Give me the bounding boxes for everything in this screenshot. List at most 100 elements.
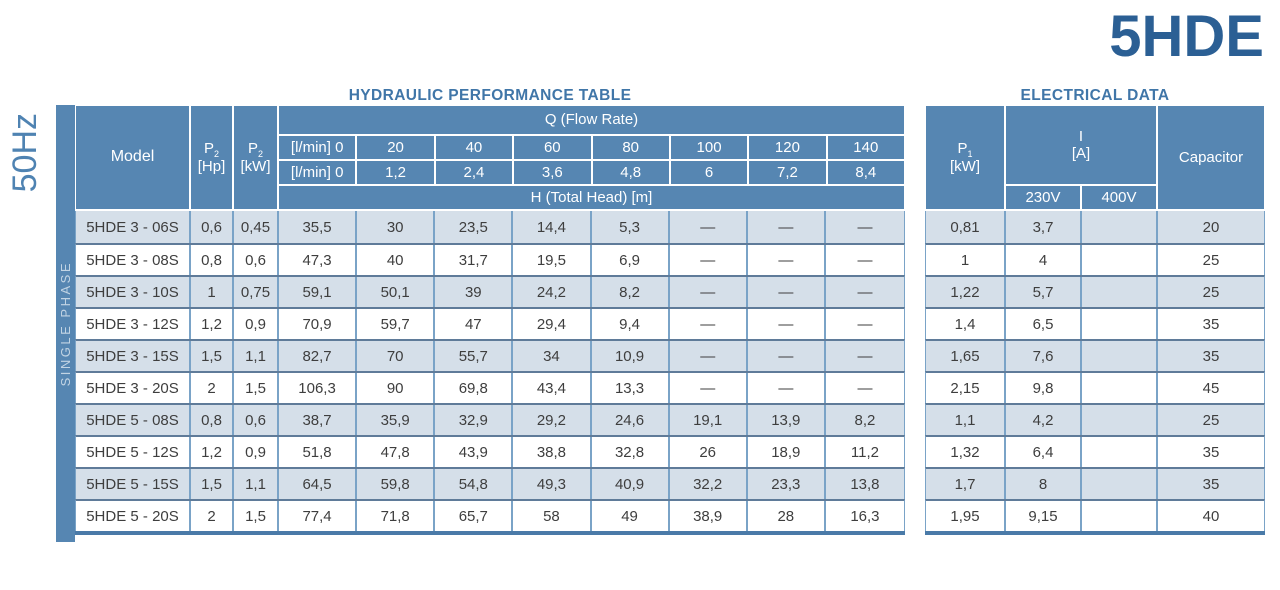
p2-hp-cell: 1,5 [191,341,234,371]
head-value-cell: 59,7 [357,309,436,339]
head-value-cell: 59,1 [279,277,358,307]
flow-row1-label: [l/min] 0 [278,135,357,160]
head-value-cell: 69,8 [435,373,514,403]
hydraulic-table-title: HYDRAULIC PERFORMANCE TABLE [348,87,632,104]
current-400v-cell [1082,501,1158,531]
p2-hp-cell: 2 [191,501,234,531]
head-value-cell: 32,2 [670,469,748,499]
head-value-cell: 77,4 [279,501,358,531]
electrical-table-body: 0,81 3,7 20 1 4 25 1,22 5,7 25 1,4 6,5 35 1,65 7,6 35 2… [925,211,1265,535]
capacitor-cell: 35 [1202,475,1220,493]
current-400v-cell [1082,245,1158,275]
current-230v-cell: 4,2 [1006,405,1082,435]
electrical-table-row: 1,95 9,15 40 [925,499,1265,531]
head-value-cell: 35,5 [279,211,358,243]
hydraulic-table-row: 5HDE 3 - 20S 2 1,5 106,3 90 69,8 43,4 13,3— — — [75,371,905,403]
capacitor-cell: 25 [1202,411,1220,429]
capacitor-cell: 40 [1202,507,1220,525]
capacitor-cell: 25 [1202,283,1220,301]
head-value-cell: 71,8 [357,501,436,531]
p2-hp-cell: 2 [191,373,234,403]
capacitor-cell: 20 [1202,218,1220,236]
head-value-cell: 65,7 [435,501,514,531]
head-value-cell: 8,2 [592,277,670,307]
head-value-cell: 30 [357,211,436,243]
head-value-cell: — [748,341,826,371]
head-value-cell: 23,5 [435,211,514,243]
head-value-cell: 43,4 [513,373,592,403]
current-230v-cell: 3,7 [1006,211,1082,243]
p2-hp-cell: 0,6 [191,211,234,243]
p2-hp-cell: 0,8 [191,405,234,435]
head-value-cell: — [748,277,826,307]
p2-hp-cell: 1,2 [191,309,234,339]
current-column-header: I [A] [1005,105,1157,185]
electrical-table-row: 1,32 6,4 35 [925,435,1265,467]
head-value-cell: 51,8 [279,437,358,467]
head-value-cell: 38,8 [513,437,592,467]
current-230v-cell: 4 [1006,245,1082,275]
p2-hp-cell: 1,2 [191,437,234,467]
model-cell: 5HDE 3 - 15S [76,341,191,371]
head-value-cell: 14,4 [513,211,592,243]
current-230v-cell: 9,15 [1006,501,1082,531]
model-cell: 5HDE 3 - 20S [76,373,191,403]
head-value-cell: 70 [357,341,436,371]
current-400v-cell [1082,341,1158,371]
p2-kw-cell: 0,9 [234,437,279,467]
total-head-header: H (Total Head) [m] [278,185,905,210]
p2-hp-cell: 1,5 [191,469,234,499]
head-value-cell: 34 [513,341,592,371]
flow-column-header: 4,8 [591,160,670,185]
head-value-cell: 6,9 [592,245,670,275]
p2-hp-cell: 0,8 [191,245,234,275]
p2-kw-cell: 0,45 [234,211,279,243]
current-230v-cell: 6,5 [1006,309,1082,339]
head-value-cell: 32,8 [592,437,670,467]
p2-kw-cell: 0,9 [234,309,279,339]
single-phase-label: SINGLE PHASE [58,260,73,387]
hydraulic-table: Model P2 [Hp] P2 [kW] Q (Flow Rate) [l/m… [75,105,905,535]
capacitor-cell: 35 [1202,347,1220,365]
head-value-cell: 18,9 [748,437,826,467]
current-400v-cell [1082,405,1158,435]
electrical-table: P1 [kW] I [A] 230V 400V Capacitor 0,81 3,… [925,105,1265,535]
p2-kw-cell: 1,5 [234,373,279,403]
head-value-cell: — [670,211,748,243]
electrical-table-header: P1 [kW] I [A] 230V 400V Capacitor [925,105,1265,210]
head-value-cell: — [857,283,873,301]
p2-kw-column-header: P2 [kW] [233,105,278,210]
flow-rate-header: Q (Flow Rate) [278,105,905,135]
head-value-cell: — [670,373,748,403]
p1-kw-cell: 1,4 [926,309,1006,339]
head-value-cell: 49 [592,501,670,531]
flow-column-header: 140 [826,135,905,160]
flow-column-header: 6 [669,160,749,185]
model-cell: 5HDE 3 - 12S [76,309,191,339]
current-400v-cell [1082,211,1158,243]
head-value-cell: 59,8 [357,469,436,499]
p1-kw-cell: 1 [926,245,1006,275]
head-value-cell: 58 [513,501,592,531]
electrical-table-row: 1 4 25 [925,243,1265,275]
electrical-table-row: 1,7 8 35 [925,467,1265,499]
p1-kw-cell: 1,32 [926,437,1006,467]
p1-kw-cell: 2,15 [926,373,1006,403]
head-value-cell: 64,5 [279,469,358,499]
p2-hp-column-header: P2 [Hp] [190,105,233,210]
model-cell: 5HDE 5 - 20S [76,501,191,531]
head-value-cell: 10,9 [592,341,670,371]
model-cell: 5HDE 5 - 12S [76,437,191,467]
flow-column-header: 40 [434,135,514,160]
head-value-cell: — [857,315,873,333]
electrical-table-row: 2,15 9,8 45 [925,371,1265,403]
head-value-cell: 26 [670,437,748,467]
head-value-cell: 31,7 [435,245,514,275]
hydraulic-table-row: 5HDE 3 - 08S 0,8 0,6 47,3 40 31,7 19,5 6,9— — — [75,243,905,275]
head-value-cell: 29,2 [513,405,592,435]
head-value-cell: 13,9 [748,405,826,435]
head-value-cell: — [857,251,873,269]
electrical-table-row: 1,4 6,5 35 [925,307,1265,339]
flow-column-header: 3,6 [513,160,592,185]
flow-column-header: 120 [748,135,827,160]
